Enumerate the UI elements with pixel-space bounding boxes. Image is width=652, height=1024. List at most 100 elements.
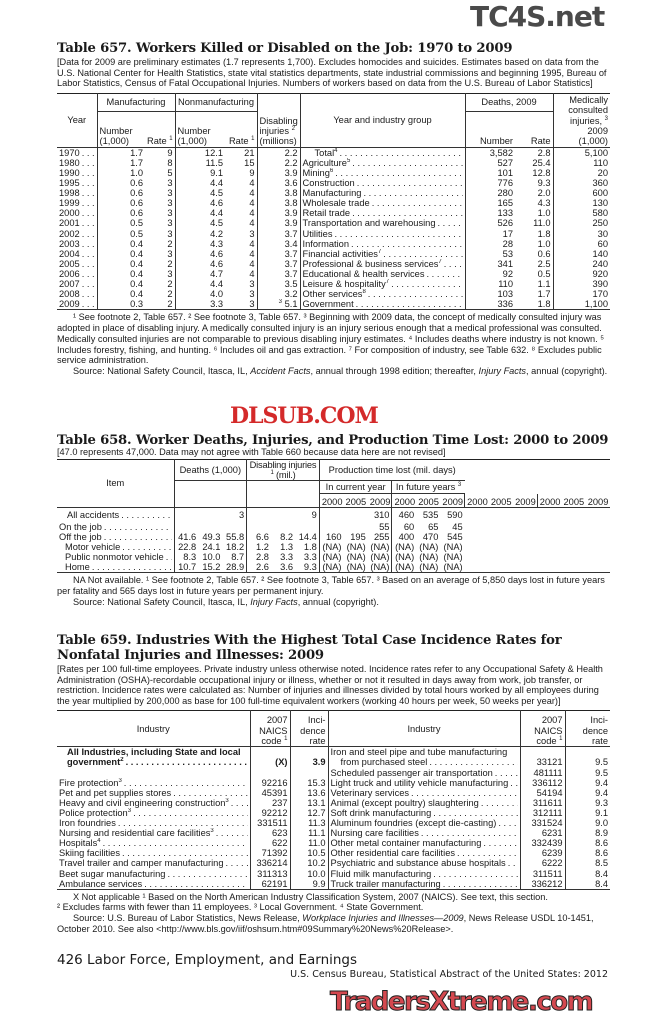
disabling-cell: 3.9 <box>256 167 301 179</box>
rate-cell <box>289 746 328 758</box>
naics-cell: 312111 <box>519 807 565 819</box>
year-header: 2000 <box>536 493 562 508</box>
value-cell: 3.3 <box>280 552 294 563</box>
nonmfg-rate-cell: 4 <box>249 238 255 249</box>
naics-cell: 54194 <box>519 787 565 798</box>
rate-cell: 9.4 <box>564 787 610 798</box>
industry-cell: Construction <box>299 178 466 189</box>
industry-cell: Total 4 <box>299 147 466 158</box>
disabling-cell: 3.8 <box>256 198 301 209</box>
mfg-number-cell: 0.5 <box>96 218 145 229</box>
nonmfg-number-cell: 4.4 <box>174 208 226 219</box>
industry-cell: Iron and steel pipe and tube manufacturi… <box>327 746 520 758</box>
industry-cell: Retail trade <box>299 208 466 219</box>
rate-cell: 9.5 <box>564 757 610 768</box>
value-cell: (NA) <box>391 542 417 553</box>
medical-cell: 170 <box>552 289 611 300</box>
value-cell: 2.6 <box>246 562 271 573</box>
item-cell: On the job <box>57 522 174 532</box>
table-657-title: Table 657. Workers Killed or Disabled on… <box>57 41 513 56</box>
col-manufacturing: Manufacturing <box>96 93 176 112</box>
rate-cell: 10.0 <box>289 868 328 879</box>
nonmfg-rate-cell: 3 <box>249 228 255 239</box>
item-cell: Motor vehicle <box>57 542 174 552</box>
table-659-title: Table 659. Industries With the Highest T… <box>57 633 562 663</box>
value-cell: 9.3 <box>303 562 317 573</box>
value-cell <box>318 507 344 522</box>
rate-cell: 13.1 <box>289 797 328 808</box>
mfg-rate-cell: 3 <box>167 178 173 189</box>
table-659: Table 659. Industries With the Highest T… <box>57 633 610 935</box>
value-cell: 8.7 <box>231 552 245 563</box>
deaths-number-cell: 527 <box>464 157 516 168</box>
value-cell: (NA) <box>419 542 439 553</box>
col-mfg-number: Number (1,000) <box>96 111 145 148</box>
year-cell: 1970 <box>57 147 97 158</box>
value-cell: 24.1 <box>202 542 221 553</box>
mfg-rate-cell: 8 <box>167 157 173 168</box>
nonmfg-rate-cell: 4 <box>249 218 255 229</box>
year-cell: 2005 <box>57 259 97 269</box>
disabling-cell: 3.7 <box>256 258 301 269</box>
naics-cell: 92212 <box>249 807 290 819</box>
mfg-number-cell: 1.7 <box>96 147 145 158</box>
table-658-headnote: [47.0 represents 47,000. Data may not ag… <box>57 447 446 457</box>
nonmfg-number-cell: 3.3 <box>174 299 226 310</box>
nonmfg-number-cell: 12.1 <box>174 147 226 158</box>
disabling-unit: (mil.) <box>276 470 296 480</box>
medical-cell: 30 <box>552 228 611 239</box>
rate-cell: 12.7 <box>289 807 328 819</box>
mfg-rate-cell: 3 <box>167 208 173 219</box>
value-cell: 55 <box>379 521 390 532</box>
rate-cell: 11.3 <box>289 818 328 829</box>
deaths-rate-cell: 11.0 <box>533 218 551 229</box>
col-item: Item <box>106 478 125 489</box>
value-cell: 15.2 <box>202 562 221 573</box>
col-nonmfg-rate: Rate 1 <box>228 136 255 147</box>
mfg-number-cell: 0.4 <box>96 258 145 269</box>
deaths-number-cell: 53 <box>464 248 516 259</box>
naics-cell: 311611 <box>519 797 565 808</box>
nonmfg-rate-cell: 4 <box>249 248 255 259</box>
disabling-cell: 3.8 <box>256 188 301 199</box>
deaths-number-cell: 101 <box>464 167 516 179</box>
value-cell: (NA) <box>391 552 417 563</box>
industry-cell: Police protection 3 <box>57 808 250 818</box>
table-row: Heavy and civil engineering construction… <box>57 797 610 808</box>
naics-cell: 623 <box>249 828 290 839</box>
industry-cell <box>57 768 250 778</box>
col-industry-right: Industry <box>327 710 520 747</box>
nonmfg-rate-cell: 21 <box>244 147 255 158</box>
nonmfg-rate-cell: 4 <box>249 258 255 269</box>
col-year: Year <box>67 115 87 126</box>
naics-cell <box>249 767 290 778</box>
nonmfg-rate-cell: 4 <box>249 188 255 199</box>
rate-cell: 9.3 <box>564 797 610 808</box>
col-rate-right: Inci- dence rate <box>564 710 610 747</box>
mfg-number-cell: 0.6 <box>96 208 145 219</box>
industry-cell: Utilities <box>299 228 466 239</box>
disabling-cell: 3.9 <box>256 208 301 219</box>
value-cell: 65 <box>428 521 439 532</box>
value-cell: 2.8 <box>246 552 271 563</box>
publication-footer: U.S. Census Bureau, Statistical Abstract… <box>290 969 608 980</box>
disabling-cell: 3.6 <box>256 178 301 189</box>
page-footer: 426 Labor Force, Employment, and Earning… <box>57 952 358 968</box>
table-row: Beet sugar manufacturing31131310.0Fluid … <box>57 868 610 879</box>
value-cell <box>246 507 271 522</box>
value-cell: 590 <box>447 510 463 521</box>
value-cell: 3 <box>238 510 245 521</box>
value-cell: 55.8 <box>226 532 245 542</box>
naics-cell: 92216 <box>249 777 290 788</box>
mfg-number-cell: 0.4 <box>96 248 145 259</box>
col-industry-left: Industry <box>136 723 170 734</box>
col-nonmfg-number: Number (1,000) <box>174 111 226 148</box>
medical-cell: 600 <box>552 188 611 199</box>
naics-cell: 6222 <box>519 858 565 869</box>
year-header: 2000 <box>464 493 489 508</box>
medical-cell: 390 <box>552 279 611 290</box>
